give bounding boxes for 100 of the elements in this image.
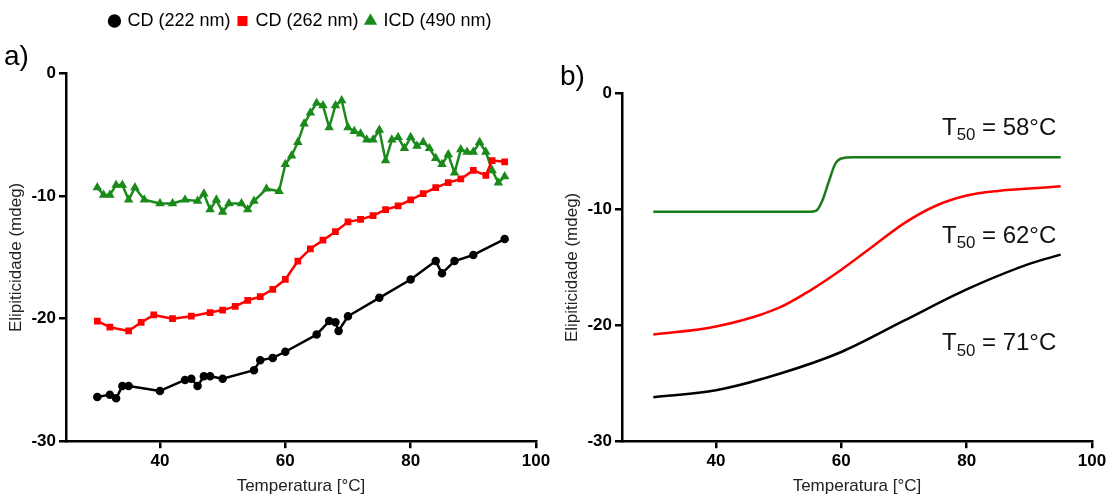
point bbox=[269, 285, 277, 293]
point bbox=[312, 98, 321, 106]
x-tick-label: 60 bbox=[275, 451, 295, 471]
point bbox=[118, 180, 127, 188]
point bbox=[106, 323, 114, 331]
y-tick-label: -30 bbox=[587, 430, 612, 450]
point bbox=[450, 256, 459, 266]
point bbox=[244, 296, 252, 304]
point bbox=[407, 196, 415, 204]
y-axis-title: Elipiticidade (mdeg) bbox=[561, 192, 581, 343]
point bbox=[469, 167, 477, 174]
point bbox=[488, 166, 496, 174]
point bbox=[469, 250, 478, 260]
point bbox=[168, 199, 177, 207]
point bbox=[344, 123, 352, 131]
y-tick-label: 0 bbox=[46, 63, 56, 83]
point bbox=[437, 269, 447, 278]
point bbox=[344, 218, 352, 226]
x-tick-label: 100 bbox=[521, 451, 551, 471]
point bbox=[281, 347, 290, 356]
point bbox=[300, 119, 308, 127]
point bbox=[432, 184, 440, 191]
x-tick-label: 80 bbox=[401, 451, 421, 471]
point bbox=[287, 151, 296, 159]
y-tick-label: -20 bbox=[31, 308, 56, 328]
point bbox=[331, 318, 340, 327]
point bbox=[431, 256, 440, 266]
point bbox=[362, 135, 371, 143]
point bbox=[501, 158, 509, 166]
point bbox=[105, 190, 114, 198]
point bbox=[319, 236, 327, 244]
point bbox=[369, 135, 377, 143]
point bbox=[469, 147, 478, 155]
point bbox=[500, 172, 509, 180]
point bbox=[375, 293, 384, 303]
point bbox=[225, 199, 233, 207]
point bbox=[193, 381, 202, 391]
point bbox=[357, 216, 364, 223]
x-axis-title: Temperatura [°C] bbox=[236, 476, 366, 496]
y-tick-label: -10 bbox=[587, 199, 612, 219]
point bbox=[494, 178, 503, 186]
point bbox=[319, 101, 327, 109]
point bbox=[325, 123, 334, 131]
point bbox=[381, 156, 390, 164]
point bbox=[150, 311, 158, 319]
x-tick-label: 80 bbox=[957, 451, 977, 471]
point bbox=[93, 183, 102, 191]
legend-label: CD (262 nm) bbox=[255, 9, 359, 30]
point bbox=[343, 311, 353, 321]
point bbox=[124, 381, 133, 391]
point bbox=[212, 195, 221, 203]
point bbox=[187, 374, 196, 383]
y-tick-label: -30 bbox=[31, 430, 56, 450]
point bbox=[457, 175, 465, 183]
point bbox=[419, 137, 428, 145]
point bbox=[444, 150, 453, 158]
x-tick-label: 60 bbox=[831, 451, 851, 471]
x-tick-label: 40 bbox=[150, 451, 170, 471]
y-tick-label: -10 bbox=[31, 185, 56, 205]
point bbox=[482, 171, 490, 179]
point bbox=[93, 392, 102, 402]
point bbox=[218, 374, 227, 383]
point bbox=[332, 228, 339, 236]
point bbox=[218, 207, 227, 215]
point bbox=[419, 190, 427, 198]
point bbox=[140, 195, 149, 203]
point bbox=[356, 129, 365, 137]
point bbox=[334, 326, 343, 336]
x-tick-label: 100 bbox=[1077, 451, 1107, 471]
point bbox=[350, 126, 359, 134]
point bbox=[156, 199, 164, 207]
point bbox=[99, 190, 108, 198]
point bbox=[181, 195, 189, 203]
point bbox=[306, 108, 315, 116]
y-tick-label: -20 bbox=[587, 315, 612, 335]
point bbox=[394, 202, 402, 210]
legend-label: ICD (490 nm) bbox=[383, 9, 492, 30]
point bbox=[275, 186, 283, 194]
point bbox=[111, 394, 121, 403]
point bbox=[281, 276, 289, 283]
point bbox=[187, 312, 195, 320]
point bbox=[488, 157, 496, 164]
line-series bbox=[652, 253, 1062, 399]
point bbox=[93, 317, 101, 325]
point bbox=[155, 386, 165, 396]
point bbox=[262, 184, 271, 192]
point bbox=[112, 180, 120, 188]
legend-label: CD (222 nm) bbox=[127, 9, 231, 30]
point bbox=[312, 330, 321, 339]
point bbox=[131, 183, 139, 191]
point bbox=[375, 125, 384, 133]
chart-title: a) bbox=[4, 39, 29, 71]
point bbox=[118, 381, 127, 391]
point bbox=[388, 135, 396, 143]
point bbox=[256, 356, 265, 365]
point bbox=[268, 353, 278, 363]
point bbox=[382, 206, 389, 213]
point bbox=[369, 212, 377, 220]
point bbox=[256, 293, 264, 300]
point bbox=[413, 141, 421, 149]
